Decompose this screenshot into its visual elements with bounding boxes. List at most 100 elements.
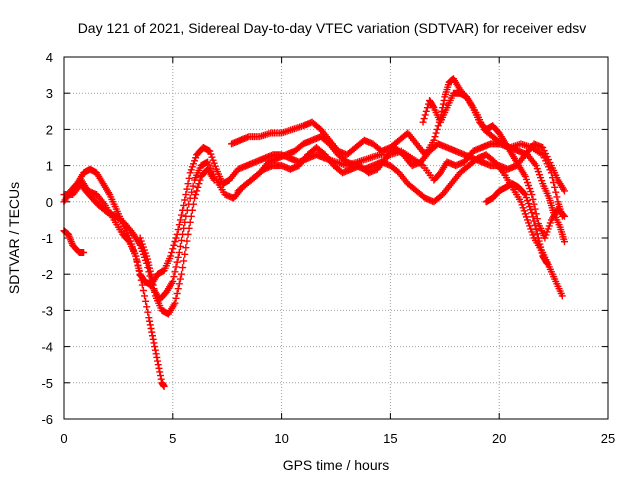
y-tick-label: 3 xyxy=(46,86,53,101)
data-point xyxy=(531,221,539,229)
x-tick-label: 15 xyxy=(383,431,397,446)
data-point xyxy=(170,241,178,249)
data-point xyxy=(178,270,186,278)
data-point xyxy=(174,253,182,261)
data-point xyxy=(138,281,146,289)
data-point xyxy=(188,206,196,214)
data-point xyxy=(154,357,162,365)
data-point xyxy=(195,180,203,188)
data-point xyxy=(560,212,568,220)
data-point xyxy=(172,234,180,242)
y-tick-label: 1 xyxy=(46,159,53,174)
data-point xyxy=(141,292,149,300)
data-point xyxy=(169,245,177,253)
data-point xyxy=(422,107,430,115)
data-point xyxy=(171,299,179,307)
data-point xyxy=(430,136,438,144)
data-point xyxy=(429,102,437,110)
data-point xyxy=(528,209,536,217)
data-point xyxy=(175,248,183,256)
data-point xyxy=(173,290,181,298)
y-tick-label: -6 xyxy=(41,412,53,427)
data-point xyxy=(155,364,163,372)
data-point xyxy=(171,268,179,276)
data-point xyxy=(182,244,190,252)
y-tick-labels: -6 -5 -4 -3 -2 -1 0 1 2 3 4 xyxy=(41,50,53,427)
chart-title: Day 121 of 2021, Sidereal Day-to-day VTE… xyxy=(78,20,587,36)
data-point xyxy=(151,288,159,296)
data-point xyxy=(167,252,175,260)
data-point xyxy=(194,183,202,191)
data-point xyxy=(432,129,440,137)
y-tick-label: -1 xyxy=(41,231,53,246)
data-point xyxy=(176,275,184,283)
data-point xyxy=(192,191,200,199)
data-point xyxy=(168,248,176,256)
data-point xyxy=(185,174,193,182)
data-point xyxy=(421,111,429,119)
plot-border xyxy=(63,56,609,420)
data-point xyxy=(552,188,560,196)
data-point xyxy=(80,248,88,256)
data-point xyxy=(133,257,141,265)
data-point xyxy=(173,258,181,266)
data-point xyxy=(172,294,180,302)
data-point xyxy=(520,189,528,197)
data-points xyxy=(60,75,568,390)
data-point xyxy=(184,230,192,238)
data-point xyxy=(145,314,153,322)
data-point xyxy=(185,224,193,232)
data-point xyxy=(157,375,165,383)
data-point xyxy=(146,317,154,325)
data-point xyxy=(172,263,180,271)
data-point xyxy=(148,332,156,340)
data-point xyxy=(144,308,152,316)
y-tick-label: 2 xyxy=(46,122,53,137)
data-point xyxy=(533,230,541,238)
data-point xyxy=(180,201,188,209)
data-point xyxy=(183,237,191,245)
data-point xyxy=(150,339,158,347)
data-point xyxy=(147,270,155,278)
data-point xyxy=(210,176,218,184)
data-point xyxy=(142,297,150,305)
data-point xyxy=(176,242,184,250)
data-point xyxy=(146,321,154,329)
data-point xyxy=(139,286,147,294)
data-point xyxy=(180,257,188,265)
data-point xyxy=(184,180,192,188)
data-point xyxy=(434,122,442,130)
data-point xyxy=(440,96,448,104)
data-point xyxy=(542,258,550,266)
data-point xyxy=(182,191,190,199)
data-point xyxy=(148,274,156,282)
data-point xyxy=(136,271,144,279)
data-point xyxy=(151,343,159,351)
series-track-h xyxy=(419,89,568,242)
data-point xyxy=(152,350,160,358)
data-point xyxy=(439,100,447,108)
y-tick-label: -2 xyxy=(41,267,53,282)
data-point xyxy=(132,252,140,260)
data-point xyxy=(181,196,189,204)
data-point xyxy=(174,226,182,234)
series-track-i xyxy=(482,180,551,267)
data-point xyxy=(174,285,182,293)
data-point xyxy=(187,212,195,220)
data-point xyxy=(149,335,157,343)
y-tick-label: -4 xyxy=(41,340,53,355)
data-point xyxy=(154,361,162,369)
data-point xyxy=(551,183,559,191)
data-point xyxy=(175,280,183,288)
data-point xyxy=(149,281,157,289)
data-point xyxy=(560,238,568,246)
data-point xyxy=(175,221,183,229)
data-point xyxy=(530,217,538,225)
data-point xyxy=(137,276,145,284)
data-point xyxy=(529,213,537,221)
grid xyxy=(64,57,608,419)
data-point xyxy=(151,346,159,354)
data-point xyxy=(431,133,439,141)
data-point xyxy=(559,211,567,219)
